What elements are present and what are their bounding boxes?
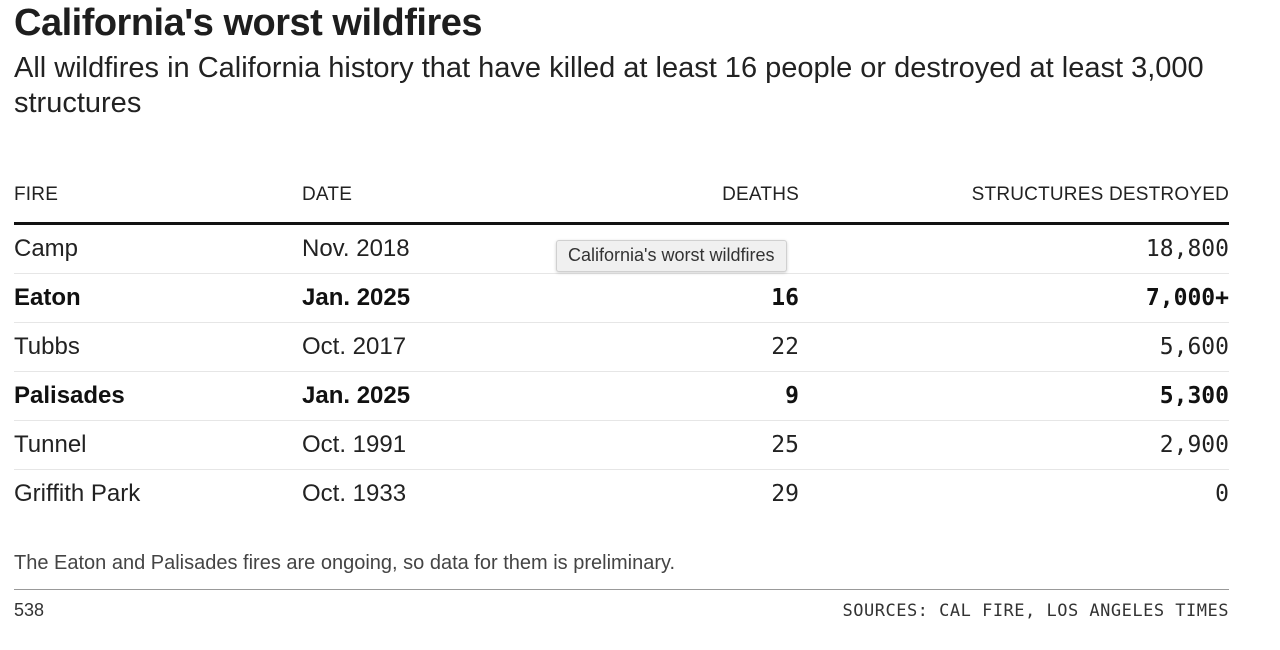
fire-name-cell: Tunnel (14, 431, 87, 458)
table-row[interactable]: Camp Nov. 2018 18,800 (14, 225, 1229, 274)
tooltip: California's worst wildfires (556, 240, 787, 272)
date-cell: Oct. 1991 (302, 431, 407, 458)
fire-name-cell: Eaton (14, 284, 81, 311)
date-cell: Nov. 2018 (302, 235, 410, 262)
deaths-cell: 9 (785, 383, 799, 409)
table-header: FIRE DATE DEATHS STRUCTURES DESTROYED (14, 184, 1229, 225)
table-row[interactable]: Tubbs Oct. 2017 22 5,600 (14, 323, 1229, 372)
sources-credit: SOURCES: CAL FIRE, LOS ANGELES TIMES (842, 601, 1229, 621)
structures-cell: 18,800 (1145, 236, 1229, 262)
deaths-cell: 22 (771, 334, 799, 360)
date-cell: Jan. 2025 (302, 284, 411, 311)
chart-subtitle: All wildfires in California history that… (14, 52, 1204, 119)
chart-title: California's worst wildfires (14, 2, 483, 44)
table-body: Camp Nov. 2018 18,800 Eaton Jan. 2025 16… (14, 225, 1229, 518)
structures-cell: 7,000+ (1145, 285, 1229, 311)
fire-name-cell: Tubbs (14, 333, 80, 360)
table-row[interactable]: Eaton Jan. 2025 16 7,000+ (14, 274, 1229, 323)
column-header-deaths[interactable]: DEATHS (722, 184, 799, 205)
deaths-cell: 25 (771, 432, 799, 458)
brand-label: 538 (14, 600, 45, 620)
structures-cell: 0 (1215, 481, 1229, 507)
fire-name-cell: Camp (14, 235, 79, 262)
footer-divider (14, 589, 1229, 590)
deaths-cell: 16 (771, 285, 799, 311)
fire-name-cell: Palisades (14, 382, 125, 409)
table-row[interactable]: Palisades Jan. 2025 9 5,300 (14, 372, 1229, 421)
structures-cell: 2,900 (1159, 432, 1229, 458)
column-header-date[interactable]: DATE (302, 184, 353, 205)
date-cell: Oct. 1933 (302, 480, 407, 507)
preliminary-data-note: The Eaton and Palisades fires are ongoin… (14, 552, 676, 574)
deaths-cell: 29 (771, 481, 799, 507)
date-cell: Jan. 2025 (302, 382, 411, 409)
date-cell: Oct. 2017 (302, 333, 407, 360)
structures-cell: 5,300 (1159, 383, 1229, 409)
fire-name-cell: Griffith Park (14, 480, 141, 507)
column-header-fire[interactable]: FIRE (14, 184, 59, 205)
column-header-structures[interactable]: STRUCTURES DESTROYED (971, 184, 1229, 205)
structures-cell: 5,600 (1159, 334, 1229, 360)
table-row[interactable]: Tunnel Oct. 1991 25 2,900 (14, 421, 1229, 470)
table-row[interactable]: Griffith Park Oct. 1933 29 0 (14, 470, 1229, 518)
